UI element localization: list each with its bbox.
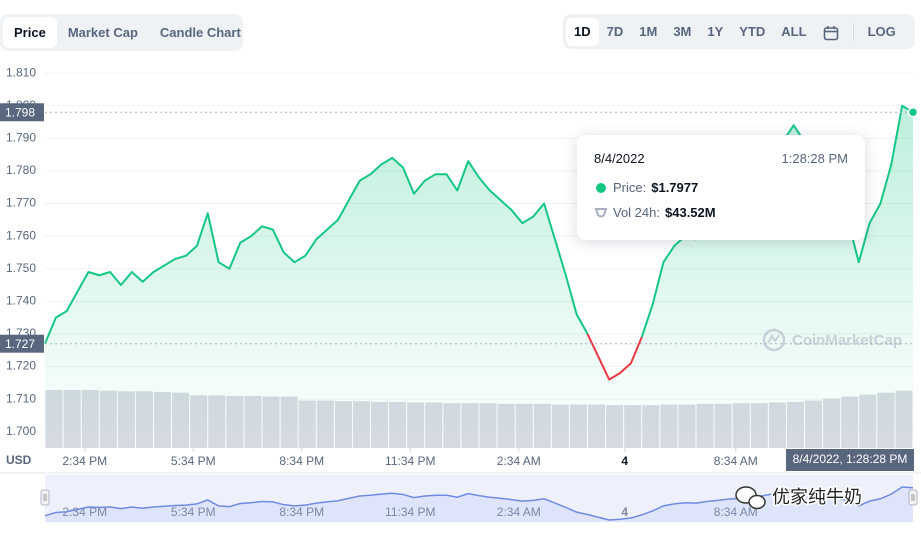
watermark-logo-mark <box>767 334 780 344</box>
last-point <box>907 107 919 118</box>
price-value: $1.7977 <box>651 180 699 195</box>
price-label: Price: <box>613 180 647 195</box>
range-button[interactable]: 3M <box>673 23 692 39</box>
volume-value: $43.52M <box>665 205 716 220</box>
tab-button[interactable]: Price <box>3 17 57 48</box>
y-tick-label: 1.760 <box>6 228 36 242</box>
wechat-icon <box>748 494 766 510</box>
navigator-tick-label: 11:34 PM <box>385 505 435 519</box>
chart-type-tabs: Price Market Cap Candle Chart <box>0 14 243 51</box>
x-tick-label: 5:34 PM <box>171 454 216 468</box>
navigator-bg <box>45 475 913 522</box>
price-area <box>45 105 913 448</box>
baseline-label: 1.727 <box>5 337 35 351</box>
log-button[interactable]: LOG <box>867 23 896 39</box>
range-button[interactable]: 1Y <box>707 23 724 39</box>
tooltip-volume: Vol 24h: $43.52M <box>594 205 716 220</box>
range-button[interactable]: ALL <box>781 23 807 39</box>
y-tick-label: 1.720 <box>6 359 36 373</box>
y-tick-label: 1.780 <box>6 163 36 177</box>
calendar-icon <box>823 25 838 40</box>
current-label: 1.798 <box>5 105 35 119</box>
tab-button[interactable]: Candle Chart <box>159 25 241 40</box>
calendar-button[interactable] <box>815 18 847 46</box>
volume-icon <box>594 207 608 217</box>
x-tick-label: 8:34 AM <box>714 454 758 468</box>
navigator-tick-label: 4 <box>621 505 628 519</box>
tooltip-date: 8/4/2022 <box>594 151 645 166</box>
navigator-area <box>45 487 913 522</box>
tooltip-date-text: 8/4/2022 <box>594 151 645 166</box>
y-tick-label: 1.750 <box>6 261 36 275</box>
crosshair-badge <box>786 449 914 471</box>
navigator-handle-box <box>908 489 918 506</box>
navigator-handle[interactable] <box>908 489 918 506</box>
range-button[interactable]: YTD <box>739 23 766 39</box>
volume-label: Vol 24h: <box>613 205 660 220</box>
current-badge <box>0 103 44 122</box>
navigator-tick-label: 8:34 PM <box>279 505 324 519</box>
y-tick-label: 1.770 <box>6 196 36 210</box>
y-tick-label: 1.790 <box>6 131 36 145</box>
navigator-handle[interactable] <box>40 489 50 506</box>
range-button[interactable]: 1D <box>566 17 599 46</box>
price-line <box>586 333 643 381</box>
x-tick-label: 8:34 PM <box>279 454 324 468</box>
separator <box>852 22 854 41</box>
tooltip-time: 1:28:28 PM <box>782 151 849 166</box>
x-tick-label: 2:34 AM <box>497 454 541 468</box>
range-button[interactable]: 1M <box>639 23 658 39</box>
watermark-text: CoinMarketCap <box>792 332 902 349</box>
navigator-tick-label: 5:34 PM <box>171 505 216 519</box>
y-tick-label: 1.700 <box>6 424 36 438</box>
range-button[interactable]: 7D <box>606 23 624 39</box>
tooltip-price: Price: $1.7977 <box>594 180 698 195</box>
y-tick-label: 1.810 <box>6 65 36 79</box>
navigator-line <box>44 486 914 521</box>
navigator-tick-label: 2:34 PM <box>62 505 107 519</box>
price-dot <box>596 182 606 193</box>
x-tick-label: 11:34 PM <box>385 454 435 468</box>
currency-label: USD <box>6 453 32 467</box>
navigator-handle-box <box>40 489 50 506</box>
tooltip: 8/4/2022 1:28:28 PM Price: $1.7977 Vol 2… <box>577 135 865 240</box>
y-tick-label: 1.710 <box>6 391 36 405</box>
crosshair-label: 8/4/2022, 1:28:28 PM <box>793 452 908 466</box>
watermark-logo <box>762 328 786 352</box>
x-tick-label: 4 <box>621 454 628 468</box>
y-tick-label: 1.740 <box>6 293 36 307</box>
overlay-watermark-text: 优家纯牛奶 <box>772 487 862 507</box>
price-line <box>44 156 589 345</box>
tooltip-time-text: 1:28:28 PM <box>781 151 849 166</box>
navigator-tick-label: 8:34 AM <box>714 505 758 519</box>
range-buttons: 1D 7D 1M 3M 1Y YTD ALL LOG <box>563 14 915 49</box>
watermark: CoinMarketCap <box>762 328 902 352</box>
tab-button[interactable]: Market Cap <box>67 25 138 40</box>
navigator-tick-label: 2:34 AM <box>497 505 541 519</box>
baseline-badge <box>0 334 44 353</box>
x-tick-label: 2:34 PM <box>62 454 107 468</box>
overlay-watermark: 优家纯牛奶 <box>735 485 864 510</box>
